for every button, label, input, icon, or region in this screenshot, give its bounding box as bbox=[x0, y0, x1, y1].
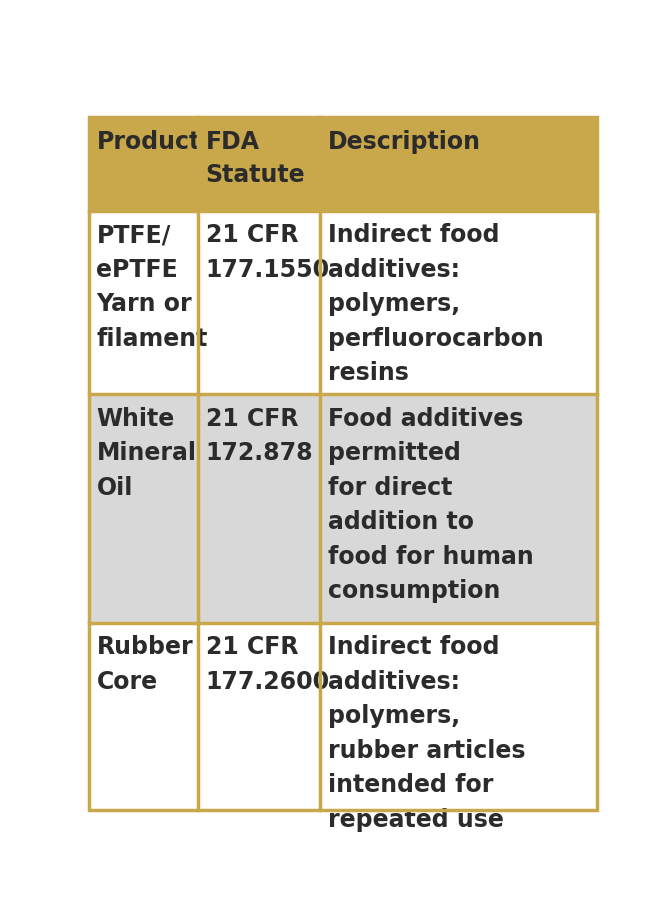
Text: Product: Product bbox=[96, 129, 201, 153]
Text: 21 CFR
177.1550: 21 CFR 177.1550 bbox=[205, 223, 330, 282]
Text: 21 CFR
177.2600: 21 CFR 177.2600 bbox=[205, 635, 330, 694]
Text: White
Mineral
Oil: White Mineral Oil bbox=[96, 407, 197, 499]
Bar bbox=[89, 211, 198, 395]
Bar bbox=[89, 623, 198, 810]
Text: 21 CFR
172.878: 21 CFR 172.878 bbox=[205, 407, 313, 465]
Text: Indirect food
additives:
polymers,
perfluorocarbon
resins: Indirect food additives: polymers, perfl… bbox=[328, 223, 543, 385]
Bar bbox=[320, 623, 597, 810]
Text: FDA
Statute: FDA Statute bbox=[205, 129, 305, 187]
Bar bbox=[198, 118, 320, 211]
Bar bbox=[198, 395, 320, 623]
Text: Description: Description bbox=[328, 129, 480, 153]
Bar bbox=[320, 118, 597, 211]
Bar bbox=[320, 211, 597, 395]
Text: Indirect food
additives:
polymers,
rubber articles
intended for
repeated use: Indirect food additives: polymers, rubbe… bbox=[328, 635, 525, 832]
Text: PTFE/
ePTFE
Yarn or
filament: PTFE/ ePTFE Yarn or filament bbox=[96, 223, 208, 351]
Bar bbox=[198, 623, 320, 810]
Text: Rubber
Core: Rubber Core bbox=[96, 635, 193, 694]
Bar bbox=[89, 118, 198, 211]
Text: Food additives
permitted
for direct
addition to
food for human
consumption: Food additives permitted for direct addi… bbox=[328, 407, 533, 603]
Bar bbox=[198, 211, 320, 395]
Bar bbox=[320, 395, 597, 623]
Bar bbox=[89, 395, 198, 623]
